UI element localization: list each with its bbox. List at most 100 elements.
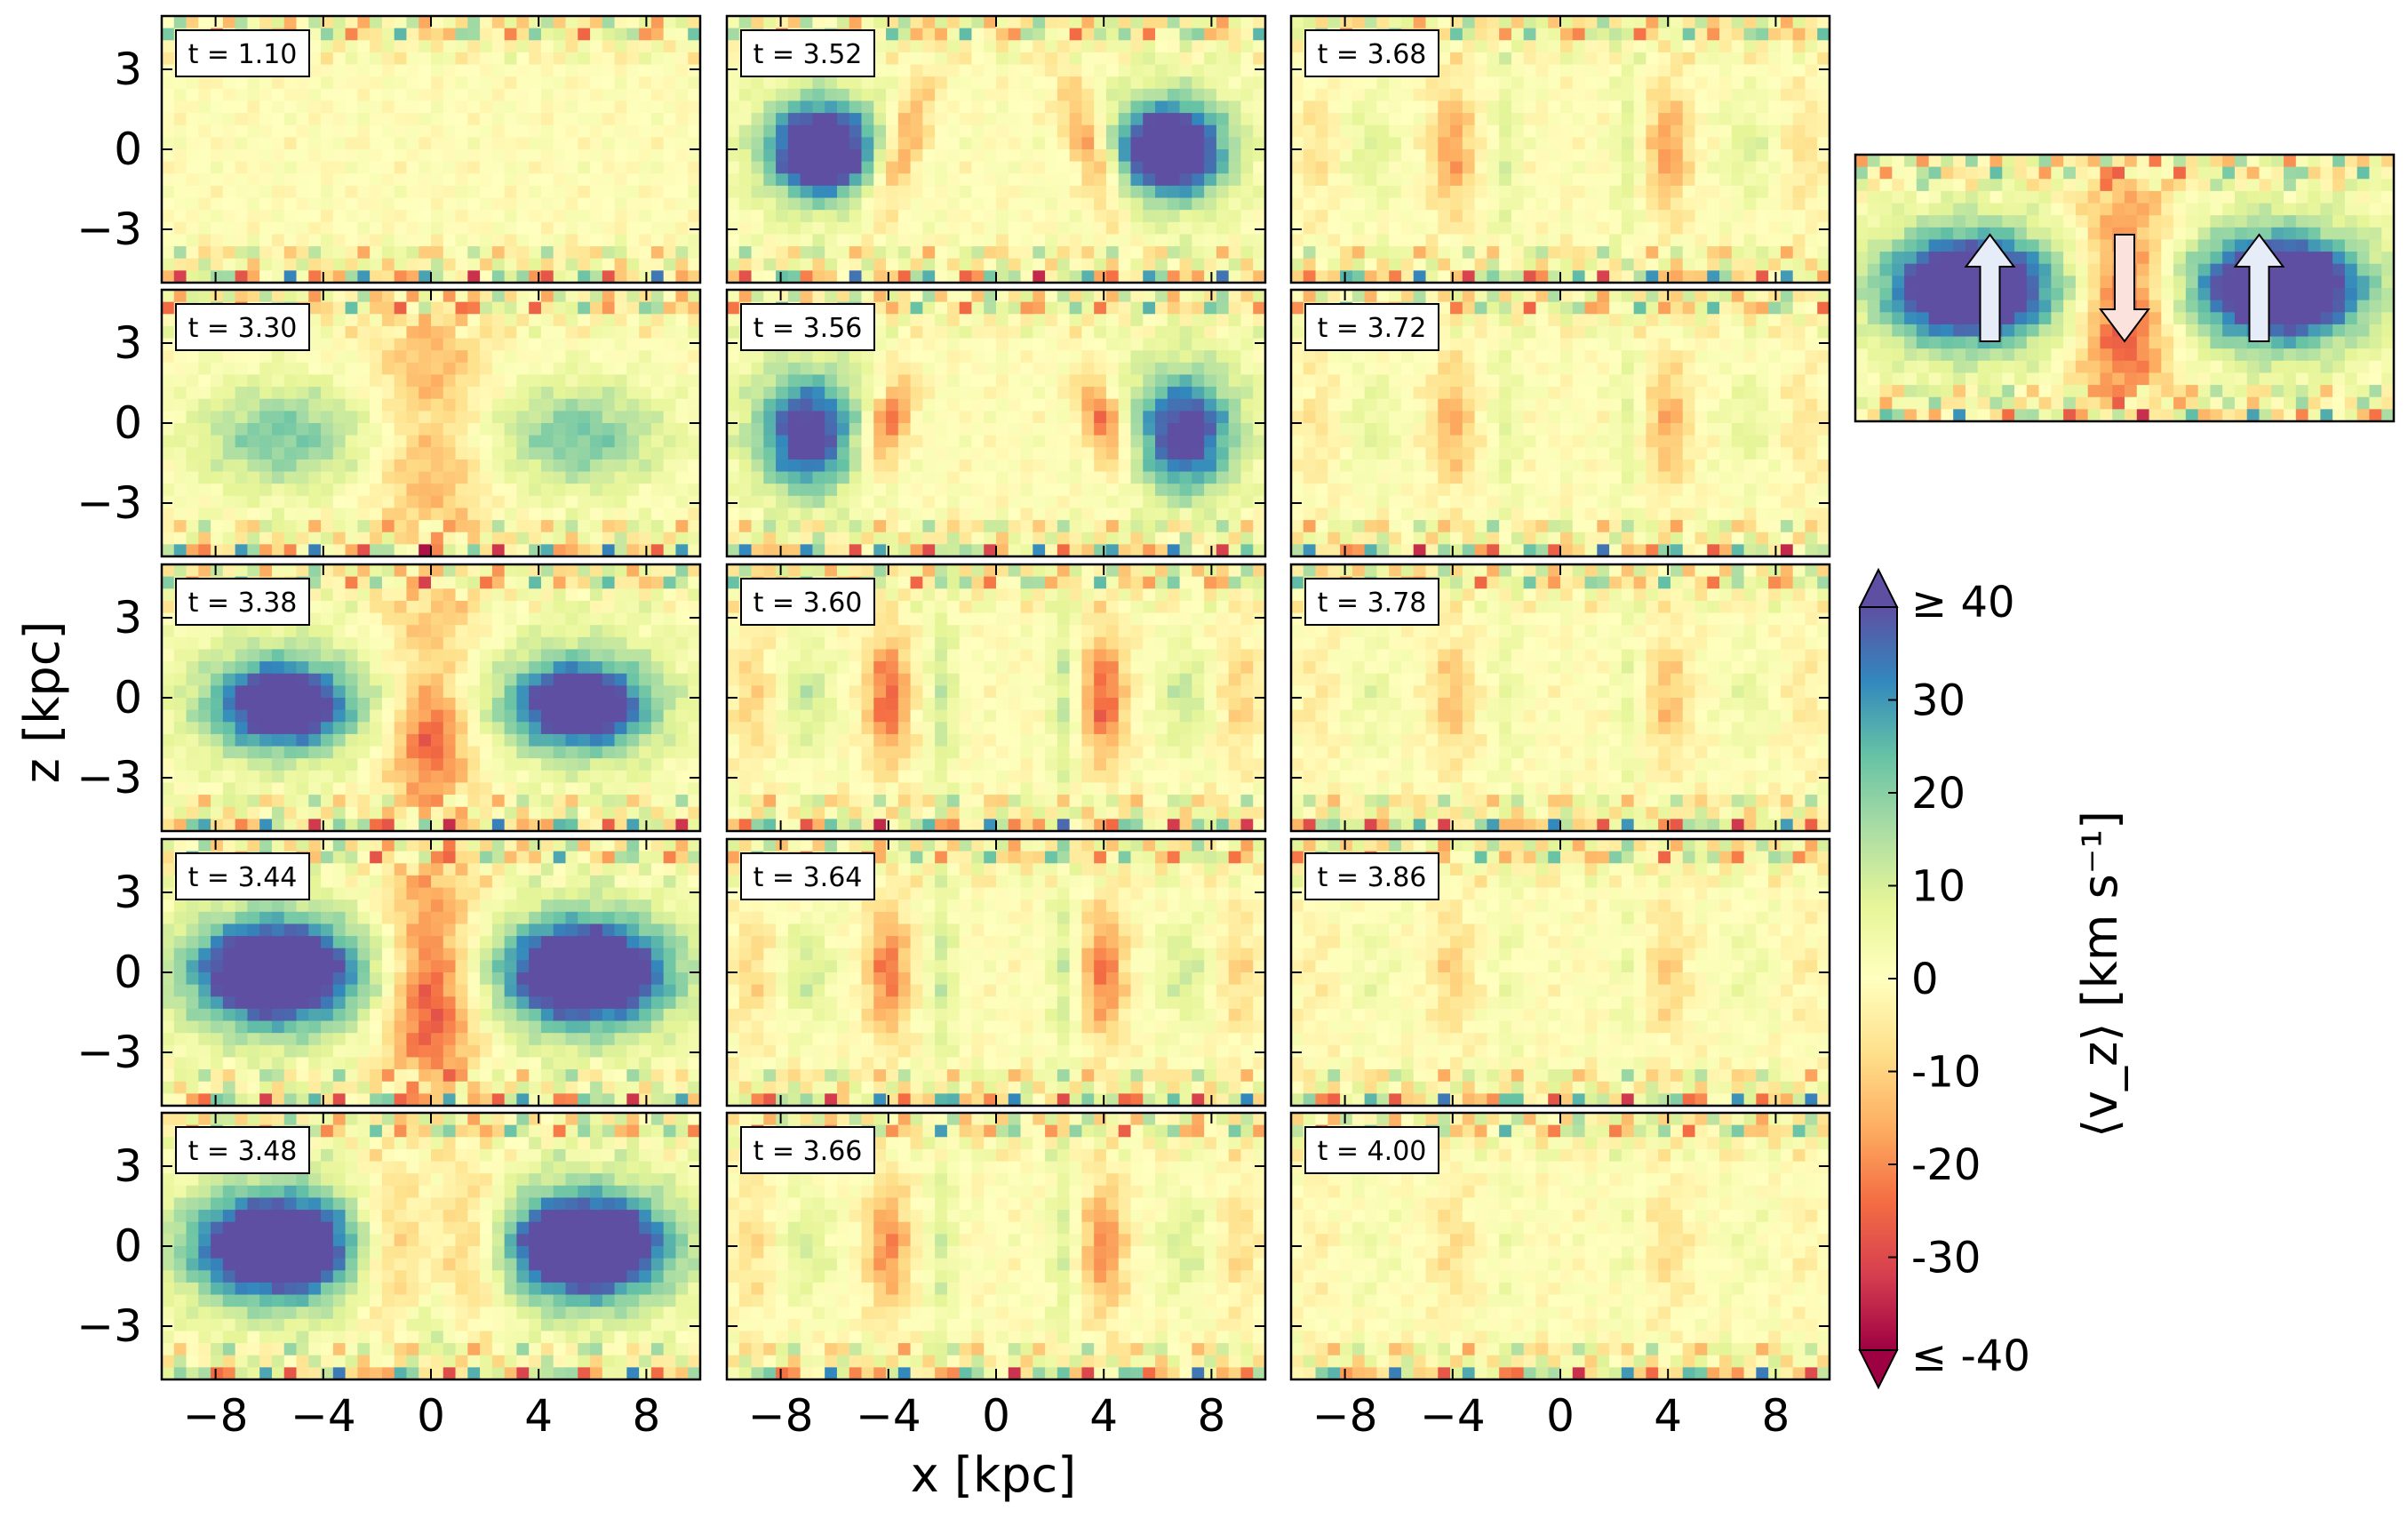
heatmap-cell <box>553 625 567 638</box>
heatmap-cell <box>480 887 493 900</box>
heatmap-cell <box>467 960 481 973</box>
heatmap-cell <box>186 350 199 364</box>
heatmap-cell <box>332 137 347 150</box>
heatmap-cell <box>271 746 285 759</box>
heatmap-cell <box>198 221 211 236</box>
heatmap-cell <box>235 435 249 448</box>
heatmap-cell <box>650 588 665 602</box>
heatmap-cell <box>394 1270 408 1283</box>
heatmap-cell <box>516 600 530 614</box>
heatmap-cell <box>516 88 530 102</box>
heatmap-cell <box>259 161 273 174</box>
heatmap-cell <box>332 1234 347 1247</box>
heatmap-cell <box>198 1270 211 1283</box>
heatmap-cell <box>663 1210 677 1223</box>
heatmap-cell <box>639 1173 652 1187</box>
heatmap-cell <box>394 636 408 651</box>
heatmap-cell <box>650 685 665 699</box>
heatmap-cell <box>370 484 383 497</box>
heatmap-cell <box>578 161 591 174</box>
heatmap-cell <box>198 899 211 913</box>
heatmap-cell <box>431 234 444 247</box>
heatmap-cell <box>529 197 542 211</box>
heatmap-cell <box>578 113 591 126</box>
heatmap-cell <box>650 1069 665 1083</box>
heatmap-cell <box>614 532 627 545</box>
heatmap-cell <box>553 851 567 864</box>
heatmap-cell <box>394 1258 408 1271</box>
heatmap-cell <box>357 564 371 578</box>
heatmap-cell <box>259 350 273 364</box>
heatmap-cell <box>406 685 419 699</box>
heatmap-cell <box>663 544 677 556</box>
heatmap-cell <box>626 923 640 937</box>
heatmap-cell <box>308 984 322 997</box>
heatmap-cell <box>222 459 236 473</box>
heatmap-cell <box>529 16 542 29</box>
heatmap-cell <box>614 161 627 174</box>
heatmap-cell <box>308 1331 322 1344</box>
heatmap-cell <box>357 447 371 460</box>
heatmap-cell <box>443 733 457 748</box>
heatmap-cell <box>650 698 665 711</box>
heatmap-cell <box>357 398 371 412</box>
heatmap-cell <box>467 887 481 900</box>
heatmap-cell <box>271 770 285 784</box>
heatmap-cell <box>540 258 554 271</box>
heatmap-cell <box>602 770 616 784</box>
heatmap-cell <box>345 137 358 150</box>
heatmap-cell <box>590 1246 603 1259</box>
heatmap-cell <box>345 411 358 424</box>
heatmap-cell <box>247 649 260 662</box>
heatmap-cell <box>247 1044 260 1059</box>
heatmap-cell <box>259 471 273 484</box>
heatmap-cell <box>614 806 627 819</box>
heatmap-cell <box>565 149 578 163</box>
heatmap-cell <box>578 960 591 973</box>
heatmap-cell <box>222 508 236 521</box>
heatmap-cell <box>235 1246 249 1259</box>
heatmap-cell <box>480 137 493 150</box>
heatmap-cell <box>296 197 309 211</box>
heatmap-cell <box>296 1282 309 1296</box>
heatmap-cell <box>235 972 249 986</box>
heatmap-cell <box>186 1234 199 1247</box>
heatmap-cell <box>614 588 627 602</box>
heatmap-cell <box>419 1294 432 1307</box>
heatmap-cell <box>529 661 542 675</box>
heatmap-cell <box>639 1221 652 1235</box>
heatmap-cell <box>639 795 652 808</box>
heatmap-cell <box>455 795 468 808</box>
heatmap-cell <box>626 1258 640 1271</box>
heatmap-cell <box>504 411 518 424</box>
heatmap-cell <box>370 1197 383 1211</box>
heatmap-cell <box>394 350 408 364</box>
heatmap-cell <box>247 544 260 556</box>
heatmap-cell <box>480 576 493 589</box>
heatmap-cell <box>540 520 554 533</box>
heatmap-cell <box>211 113 224 126</box>
heatmap-cell <box>222 398 236 412</box>
heatmap-cell <box>663 484 677 497</box>
heatmap-cell <box>247 76 260 90</box>
heatmap-cell <box>504 149 518 163</box>
heatmap-cell <box>467 1270 481 1283</box>
heatmap-cell <box>431 600 444 614</box>
heatmap-cell <box>406 819 419 831</box>
heatmap-cell <box>626 520 640 533</box>
heatmap-cell <box>529 1148 542 1163</box>
heatmap-cell <box>394 875 408 889</box>
heatmap-cell <box>406 1185 419 1199</box>
heatmap-cell <box>332 960 347 973</box>
heatmap-cell <box>406 1124 419 1138</box>
heatmap-cell <box>259 839 273 852</box>
heatmap-cell <box>480 960 493 973</box>
heatmap-cell <box>308 1161 322 1174</box>
heatmap-cell <box>578 100 591 114</box>
heatmap-cell <box>235 387 249 400</box>
heatmap-cell <box>663 722 677 735</box>
heatmap-cell <box>283 1069 298 1083</box>
heatmap-cell <box>296 960 309 973</box>
heatmap-cell <box>308 1020 322 1034</box>
heatmap-cell <box>394 459 408 473</box>
